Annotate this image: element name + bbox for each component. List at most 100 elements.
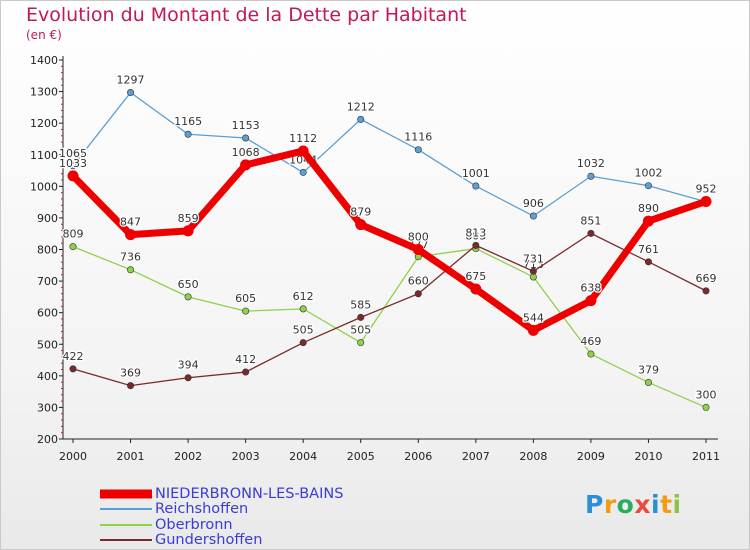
data-label-reichshoffen: 1153: [232, 119, 260, 132]
x-tick-label: 2000: [59, 450, 87, 463]
data-label-niederbronn-les-bains: 675: [465, 270, 486, 283]
data-point-reichshoffen: [414, 146, 422, 154]
data-label-oberbronn: 605: [235, 292, 256, 305]
data-label-reichshoffen: 906: [523, 197, 544, 210]
y-tick-label: 500: [37, 338, 58, 351]
y-tick-label: 800: [37, 244, 58, 257]
y-tick-label: 300: [37, 401, 58, 414]
data-point-reichshoffen: [69, 162, 77, 170]
data-label-niederbronn-les-bains: 1033: [59, 157, 87, 170]
legend-item: Oberbronn: [100, 517, 400, 533]
legend-swatch: [100, 523, 152, 526]
data-label-oberbronn: 650: [178, 278, 199, 291]
data-label-reichshoffen: 951: [696, 183, 717, 196]
logo-letter: x: [634, 490, 651, 519]
logo-letter: P: [585, 490, 604, 519]
legend-label: Oberbronn: [155, 516, 233, 533]
data-point-niederbronn-les-bains: [642, 215, 654, 227]
data-point-gundershoffen: [587, 229, 595, 237]
data-point-oberbronn: [702, 403, 710, 411]
data-label-niederbronn-les-bains: 847: [120, 216, 141, 229]
data-label-reichshoffen: 1032: [577, 157, 605, 170]
data-point-niederbronn-les-bains: [240, 159, 252, 171]
data-point-gundershoffen: [702, 287, 710, 295]
logo-letter: o: [616, 490, 635, 519]
legend-swatch: [100, 489, 152, 499]
series-line-reichshoffen: [72, 91, 707, 217]
data-label-gundershoffen: 731: [523, 252, 544, 265]
data-label-gundershoffen: 505: [293, 324, 314, 337]
x-tick-label: 2010: [634, 450, 662, 463]
data-label-gundershoffen: 585: [350, 298, 371, 311]
data-point-reichshoffen: [184, 130, 192, 138]
logo-letter: t: [660, 490, 673, 519]
data-point-oberbronn: [242, 307, 250, 315]
data-label-oberbronn: 379: [638, 363, 659, 376]
data-point-gundershoffen: [644, 258, 652, 266]
data-point-oberbronn: [127, 266, 135, 274]
data-point-niederbronn-les-bains: [297, 145, 309, 157]
data-label-niederbronn-les-bains: 638: [580, 282, 601, 295]
data-label-reichshoffen: 1165: [174, 115, 202, 128]
data-point-niederbronn-les-bains: [700, 195, 712, 207]
x-tick-label: 2009: [577, 450, 605, 463]
data-point-niederbronn-les-bains: [67, 170, 79, 182]
data-label-oberbronn: 736: [120, 251, 141, 264]
data-point-oberbronn: [299, 305, 307, 313]
data-point-niederbronn-les-bains: [355, 219, 367, 231]
legend-label: Gundershoffen: [155, 532, 263, 549]
legend-label: Reichshoffen: [155, 501, 249, 518]
data-point-gundershoffen: [414, 290, 422, 298]
y-tick-label: 400: [37, 370, 58, 383]
x-tick-label: 2002: [174, 450, 202, 463]
y-tick-label: 1000: [30, 180, 58, 193]
data-point-oberbronn: [69, 243, 77, 251]
data-point-gundershoffen: [357, 313, 365, 321]
data-point-gundershoffen: [69, 365, 77, 373]
data-label-niederbronn-les-bains: 890: [638, 202, 659, 215]
data-point-niederbronn-les-bains: [585, 295, 597, 307]
data-point-reichshoffen: [472, 182, 480, 190]
series-line-niederbronn-les-bains: [69, 147, 710, 334]
data-point-reichshoffen: [357, 115, 365, 123]
data-label-gundershoffen: 813: [465, 226, 486, 239]
data-point-oberbronn: [357, 339, 365, 347]
x-tick-label: 2005: [347, 450, 375, 463]
data-label-niederbronn-les-bains: 1112: [289, 132, 317, 145]
data-point-niederbronn-les-bains: [125, 229, 137, 241]
legend-swatch: [100, 508, 152, 511]
data-label-gundershoffen: 369: [120, 367, 141, 380]
data-label-oberbronn: 809: [63, 228, 84, 241]
data-label-niederbronn-les-bains: 1068: [232, 146, 260, 159]
chart-subtitle: (en €): [26, 28, 62, 42]
data-point-gundershoffen: [127, 382, 135, 390]
data-point-gundershoffen: [242, 368, 250, 376]
data-label-gundershoffen: 660: [408, 275, 429, 288]
data-label-gundershoffen: 422: [63, 350, 84, 363]
data-label-oberbronn: 469: [580, 335, 601, 348]
data-point-gundershoffen: [529, 267, 537, 275]
data-point-oberbronn: [184, 293, 192, 301]
x-tick-label: 2006: [404, 450, 432, 463]
data-label-oberbronn: 612: [293, 290, 314, 303]
series-line-gundershoffen: [72, 232, 707, 387]
data-label-reichshoffen: 1002: [634, 167, 662, 180]
legend-item: Reichshoffen: [100, 501, 400, 518]
logo-letter: r: [603, 490, 617, 519]
data-label-niederbronn-les-bains: 859: [178, 212, 199, 225]
data-point-reichshoffen: [299, 168, 307, 176]
proxiti-logo: Proxiti: [585, 490, 682, 519]
data-label-reichshoffen: 1212: [347, 100, 375, 113]
logo-letter: i: [651, 490, 661, 519]
data-point-niederbronn-les-bains: [527, 324, 539, 336]
data-point-gundershoffen: [299, 339, 307, 347]
data-point-reichshoffen: [242, 134, 250, 142]
data-point-reichshoffen: [529, 212, 537, 220]
x-tick-label: 2001: [117, 450, 145, 463]
legend-swatch: [100, 539, 152, 542]
x-tick-label: 2007: [462, 450, 490, 463]
x-tick-label: 2011: [692, 450, 720, 463]
data-point-oberbronn: [587, 350, 595, 358]
legend-label: NIEDERBRONN-LES-BAINS: [155, 485, 344, 502]
data-point-gundershoffen: [184, 374, 192, 382]
